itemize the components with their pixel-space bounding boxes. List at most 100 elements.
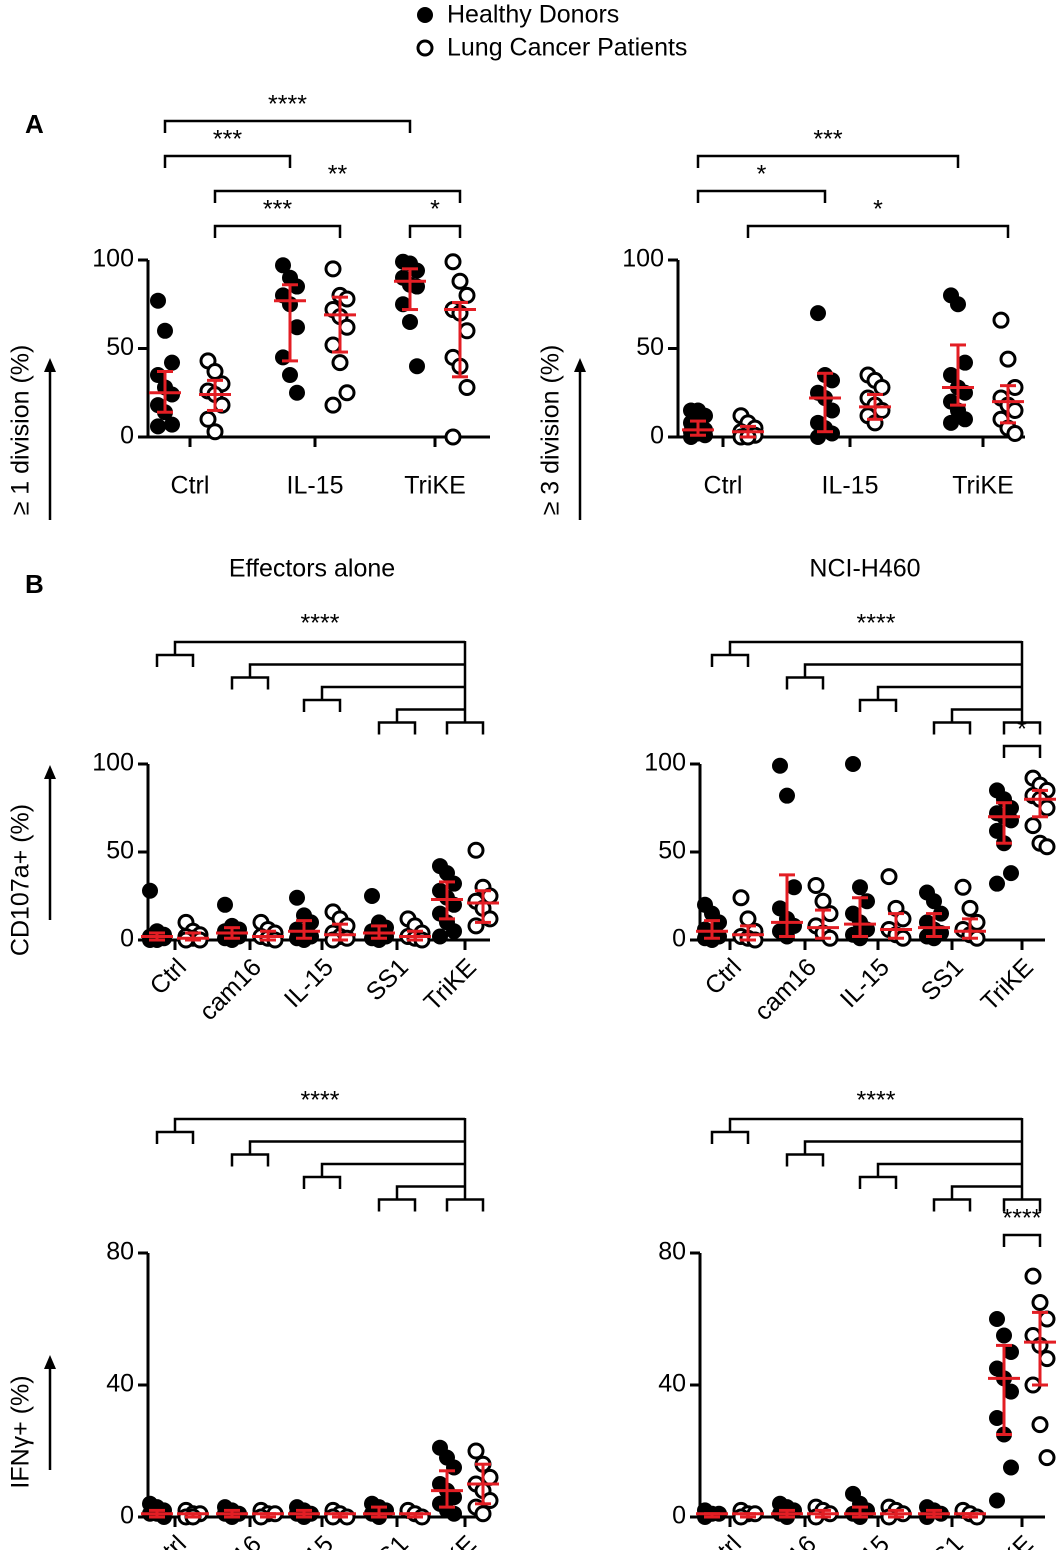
pair-bracket [377, 721, 417, 735]
panel-label: A [25, 109, 44, 139]
point-open [199, 410, 217, 428]
point-open [474, 1505, 492, 1523]
pair-bracket [155, 653, 195, 667]
group-connector [248, 1140, 465, 1155]
point-filled [217, 896, 233, 913]
chart-title: Effectors alone [229, 555, 395, 583]
point-open [324, 260, 342, 278]
point-filled [446, 1489, 462, 1506]
point-open [954, 878, 972, 896]
point-open [992, 311, 1010, 329]
group-connector [395, 1185, 465, 1200]
comparison-bracket [213, 224, 342, 238]
point-filled [943, 414, 959, 431]
significance-label: **** [857, 1087, 896, 1115]
point-filled [989, 1492, 1005, 1509]
point-open [1031, 1294, 1049, 1311]
comparison-bracket [408, 224, 462, 238]
x-tick-label: cam16 [194, 953, 267, 1026]
group-connector [876, 1162, 1022, 1177]
significance-label: ** [328, 161, 348, 189]
pair-bracket [932, 1198, 972, 1212]
significance-label: *** [213, 126, 242, 154]
x-tick-label: Ctrl [145, 1530, 192, 1550]
y-axis-label: ≥ 1 division (%) [7, 345, 35, 516]
legend-marker-open [416, 39, 434, 57]
pair-bracket [155, 1130, 195, 1144]
group-connector [395, 708, 465, 723]
point-filled [289, 889, 305, 906]
point-filled [364, 888, 380, 904]
point-open [338, 290, 356, 308]
x-tick-label: TriKE [404, 472, 466, 500]
point-open [1024, 1267, 1042, 1285]
point-open [458, 378, 476, 396]
comparison-bracket [746, 224, 1010, 238]
point-filled [989, 1311, 1005, 1327]
point-open [732, 889, 750, 907]
y-tick-label: 0 [120, 1502, 134, 1530]
comparison-bracket [696, 154, 960, 168]
pair-bracket [785, 676, 825, 690]
y-tick-label: 50 [106, 837, 134, 865]
pair-bracket [445, 1198, 485, 1212]
point-open [324, 396, 342, 414]
x-tick-label: Ctrl [171, 472, 210, 500]
pair-bracket [710, 653, 750, 667]
x-tick-label: TriKE [976, 953, 1039, 1016]
significance-label: **** [857, 610, 896, 638]
y-tick-label: 80 [658, 1238, 686, 1266]
pair-bracket [230, 1153, 270, 1167]
point-filled [296, 932, 312, 948]
point-open [467, 841, 485, 859]
y-tick-label: 100 [92, 749, 134, 777]
point-filled [289, 278, 305, 295]
point-filled [1003, 1383, 1019, 1400]
x-tick-label: SS1 [916, 1530, 969, 1550]
point-open [961, 899, 979, 917]
point-filled [943, 367, 959, 384]
significance-label: **** [301, 1087, 340, 1115]
point-open [481, 1468, 499, 1486]
group-connector [173, 640, 465, 655]
point-filled [157, 322, 173, 339]
x-tick-label: cam16 [194, 1530, 267, 1550]
group-connector [320, 685, 465, 700]
point-filled [926, 893, 942, 910]
point-open [338, 318, 356, 336]
point-open [451, 272, 469, 290]
x-tick-label: IL-15 [822, 472, 879, 500]
comparison-bracket [163, 119, 412, 133]
point-open [444, 428, 462, 446]
point-filled [989, 1410, 1005, 1426]
x-tick-label: IL-15 [279, 953, 339, 1013]
pair-bracket [302, 698, 342, 712]
x-tick-label: SS1 [361, 953, 414, 1006]
point-open [1038, 838, 1056, 856]
group-connector [950, 708, 1022, 723]
x-tick-label: IL-15 [287, 472, 344, 500]
panel-label: B [25, 569, 44, 599]
legend-label: Lung Cancer Patients [447, 34, 687, 62]
point-filled [150, 418, 166, 435]
point-filled [164, 416, 180, 433]
point-open [1038, 1310, 1056, 1328]
point-open [1006, 378, 1024, 396]
y-tick-label: 80 [106, 1238, 134, 1266]
significance-label: *** [263, 196, 292, 224]
point-filled [409, 358, 425, 375]
y-tick-label: 0 [672, 925, 686, 953]
significance-label: * [430, 196, 440, 224]
point-filled [810, 305, 826, 322]
group-connector [728, 640, 1022, 655]
comparison-bracket [1002, 1233, 1042, 1247]
y-arrow-head [574, 358, 586, 372]
x-tick-label: SS1 [916, 953, 969, 1006]
point-filled [224, 932, 240, 948]
pair-bracket [932, 721, 972, 735]
point-filled [989, 875, 1005, 892]
y-axis-label: IFNγ+ (%) [7, 1375, 35, 1488]
point-filled [1003, 1459, 1019, 1476]
pair-bracket [858, 1175, 898, 1189]
